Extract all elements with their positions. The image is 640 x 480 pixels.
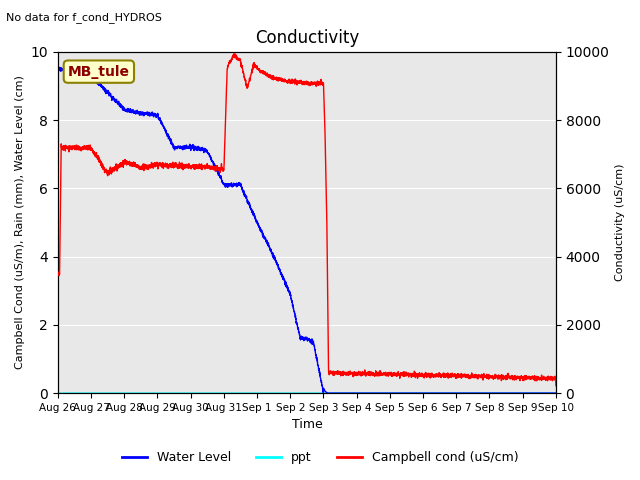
X-axis label: Time: Time — [291, 419, 323, 432]
Y-axis label: Campbell Cond (uS/m), Rain (mm), Water Level (cm): Campbell Cond (uS/m), Rain (mm), Water L… — [15, 75, 25, 370]
Legend: Water Level, ppt, Campbell cond (uS/cm): Water Level, ppt, Campbell cond (uS/cm) — [116, 446, 524, 469]
Y-axis label: Conductivity (uS/cm): Conductivity (uS/cm) — [615, 164, 625, 281]
Text: No data for f_cond_HYDROS: No data for f_cond_HYDROS — [6, 12, 163, 23]
Text: MB_tule: MB_tule — [68, 65, 130, 79]
Title: Conductivity: Conductivity — [255, 29, 359, 48]
